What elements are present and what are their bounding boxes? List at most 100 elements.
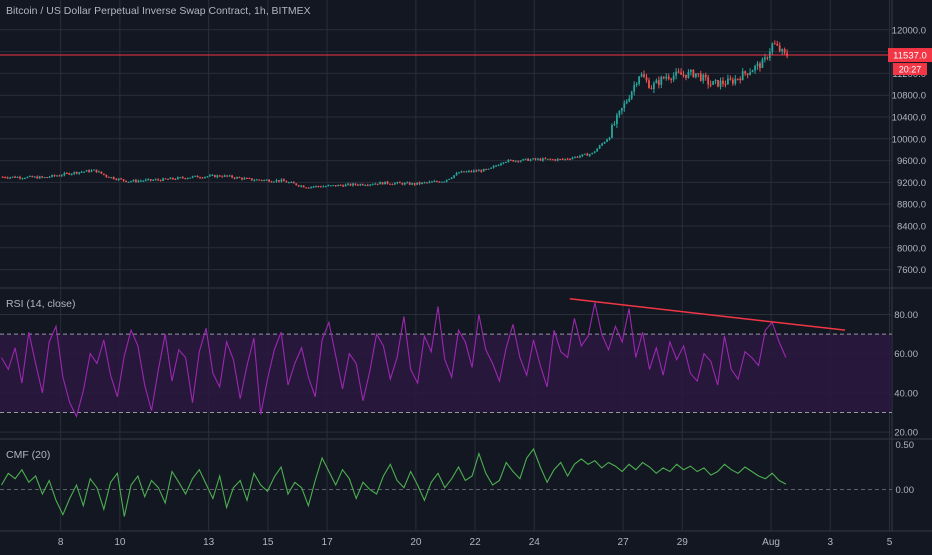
candle-body[interactable] bbox=[231, 175, 234, 178]
candle-body[interactable] bbox=[248, 178, 251, 180]
candle-body[interactable] bbox=[593, 151, 596, 153]
candle-body[interactable] bbox=[260, 180, 263, 182]
candle-body[interactable] bbox=[374, 183, 377, 185]
candle-body[interactable] bbox=[88, 170, 90, 172]
candle-body[interactable] bbox=[680, 72, 682, 75]
candle-body[interactable] bbox=[258, 179, 261, 181]
candle-body[interactable] bbox=[233, 177, 236, 179]
candle-body[interactable] bbox=[85, 170, 88, 172]
candle-body[interactable] bbox=[334, 185, 337, 187]
candle-body[interactable] bbox=[14, 176, 16, 178]
candle-body[interactable] bbox=[596, 148, 599, 152]
candle-body[interactable] bbox=[31, 176, 34, 178]
candle-body[interactable] bbox=[571, 157, 574, 160]
candle-body[interactable] bbox=[275, 180, 278, 182]
candle-body[interactable] bbox=[221, 176, 224, 178]
candle-body[interactable] bbox=[322, 186, 325, 188]
candle-body[interactable] bbox=[327, 185, 330, 187]
candle-body[interactable] bbox=[152, 179, 155, 181]
candle-body[interactable] bbox=[628, 98, 631, 102]
candle-body[interactable] bbox=[167, 178, 169, 180]
candle-body[interactable] bbox=[522, 159, 525, 161]
candle-body[interactable] bbox=[408, 182, 411, 185]
candle-body[interactable] bbox=[125, 180, 127, 183]
candle-body[interactable] bbox=[290, 182, 293, 184]
candle-body[interactable] bbox=[352, 183, 354, 186]
candle-body[interactable] bbox=[470, 170, 473, 172]
candle-body[interactable] bbox=[93, 169, 95, 171]
candle-body[interactable] bbox=[36, 176, 39, 179]
candle-body[interactable] bbox=[529, 159, 532, 161]
candle-body[interactable] bbox=[497, 165, 500, 167]
candle-body[interactable] bbox=[199, 177, 201, 179]
candle-body[interactable] bbox=[482, 169, 485, 172]
candle-body[interactable] bbox=[361, 184, 364, 186]
candle-body[interactable] bbox=[618, 110, 621, 115]
candle-body[interactable] bbox=[246, 178, 248, 180]
candle-body[interactable] bbox=[201, 177, 204, 179]
candle-body[interactable] bbox=[778, 45, 781, 52]
candle-body[interactable] bbox=[33, 176, 36, 178]
candle-body[interactable] bbox=[285, 181, 288, 183]
candle-body[interactable] bbox=[70, 173, 73, 175]
candle-body[interactable] bbox=[100, 171, 103, 174]
candle-body[interactable] bbox=[179, 177, 182, 179]
candle-body[interactable] bbox=[655, 80, 658, 84]
candle-body[interactable] bbox=[490, 167, 493, 169]
candle-body[interactable] bbox=[754, 65, 756, 71]
candle-body[interactable] bbox=[677, 71, 680, 73]
candle-body[interactable] bbox=[751, 70, 754, 73]
candle-body[interactable] bbox=[379, 182, 382, 185]
candle-body[interactable] bbox=[344, 184, 347, 187]
candle-body[interactable] bbox=[773, 43, 776, 45]
candle-body[interactable] bbox=[559, 158, 562, 160]
candle-body[interactable] bbox=[53, 175, 56, 177]
candle-body[interactable] bbox=[305, 187, 308, 189]
candle-body[interactable] bbox=[278, 180, 280, 182]
candle-body[interactable] bbox=[472, 170, 475, 172]
candle-body[interactable] bbox=[611, 124, 613, 138]
candle-body[interactable] bbox=[21, 178, 24, 180]
candle-body[interactable] bbox=[364, 185, 367, 187]
candle-body[interactable] bbox=[389, 183, 391, 185]
candle-body[interactable] bbox=[317, 185, 320, 187]
candle-body[interactable] bbox=[744, 71, 747, 74]
candle-body[interactable] bbox=[714, 80, 717, 82]
candle-body[interactable] bbox=[226, 175, 229, 177]
candle-body[interactable] bbox=[435, 181, 438, 183]
candle-body[interactable] bbox=[660, 77, 663, 85]
candle-body[interactable] bbox=[228, 175, 231, 177]
candle-body[interactable] bbox=[110, 177, 113, 179]
candle-body[interactable] bbox=[369, 184, 372, 186]
candle-body[interactable] bbox=[132, 179, 135, 182]
candle-body[interactable] bbox=[783, 49, 786, 53]
candle-body[interactable] bbox=[6, 177, 9, 179]
candle-body[interactable] bbox=[731, 79, 734, 84]
candle-body[interactable] bbox=[357, 184, 359, 186]
candle-body[interactable] bbox=[107, 176, 110, 178]
candle-body[interactable] bbox=[270, 181, 273, 183]
candle-body[interactable] bbox=[650, 88, 653, 90]
candle-body[interactable] bbox=[83, 171, 86, 173]
candle-body[interactable] bbox=[638, 76, 641, 84]
candle-body[interactable] bbox=[406, 182, 409, 184]
candle-body[interactable] bbox=[174, 179, 177, 181]
candle-body[interactable] bbox=[685, 74, 687, 78]
candle-body[interactable] bbox=[556, 158, 559, 161]
candle-body[interactable] bbox=[546, 158, 549, 160]
candle-body[interactable] bbox=[236, 177, 238, 179]
candle-body[interactable] bbox=[608, 137, 611, 140]
candle-body[interactable] bbox=[354, 183, 357, 185]
candle-body[interactable] bbox=[588, 154, 591, 156]
rsi-line[interactable] bbox=[1, 302, 787, 418]
candle-body[interactable] bbox=[692, 70, 695, 78]
candle-body[interactable] bbox=[1, 176, 4, 178]
candle-body[interactable] bbox=[117, 178, 120, 180]
candle-body[interactable] bbox=[566, 158, 569, 160]
candle-body[interactable] bbox=[591, 152, 594, 155]
candle-body[interactable] bbox=[386, 181, 389, 184]
candle-body[interactable] bbox=[771, 43, 774, 52]
candle-body[interactable] bbox=[623, 103, 626, 109]
candle-body[interactable] bbox=[465, 171, 468, 173]
candle-body[interactable] bbox=[697, 73, 700, 75]
